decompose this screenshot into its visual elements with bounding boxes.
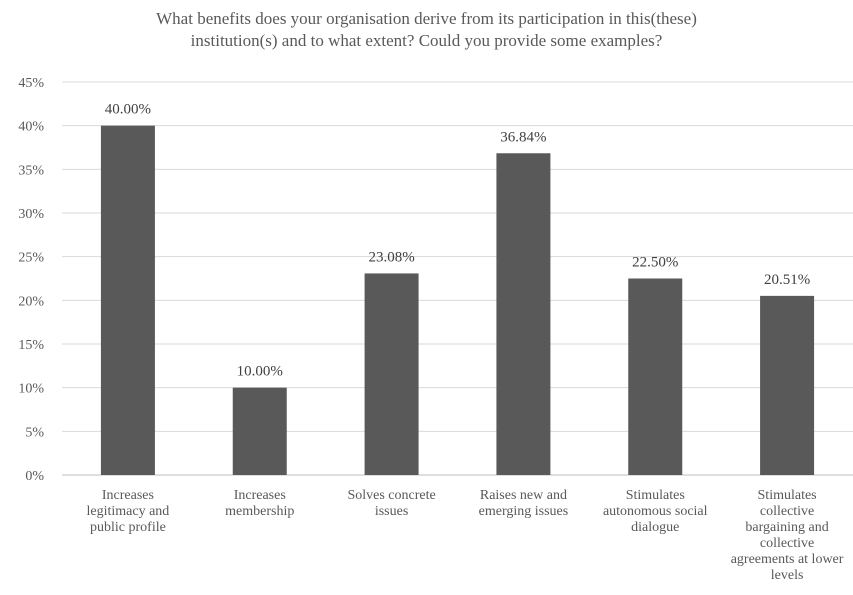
x-tick-label: Stimulates — [758, 488, 817, 503]
bar — [100, 125, 155, 476]
data-label: 40.00% — [105, 102, 151, 118]
data-label: 20.51% — [764, 272, 810, 288]
data-label: 23.08% — [368, 249, 414, 265]
x-tick-label: Stimulates — [626, 488, 685, 503]
x-tick-label: bargaining and — [745, 520, 828, 535]
x-tick-label: levels — [771, 568, 804, 583]
y-tick-label: 25% — [18, 251, 44, 266]
bar — [496, 153, 551, 476]
data-label: 36.84% — [500, 129, 546, 145]
y-tick-label: 5% — [25, 425, 44, 440]
bar — [364, 273, 419, 475]
x-tick-label: Raises new and — [480, 488, 567, 503]
x-tick-label: collective — [760, 536, 814, 551]
chart-title-line-1: What benefits does your organisation der… — [156, 9, 697, 28]
x-tick-label: Solves concrete — [347, 488, 435, 503]
bar — [760, 295, 815, 475]
y-tick-label: 20% — [18, 294, 44, 309]
x-tick-label: public profile — [90, 520, 166, 535]
chart-title-line-2: institution(s) and to what extent? Could… — [190, 31, 663, 50]
x-tick-label: Increases — [102, 488, 154, 503]
y-tick-label: 10% — [18, 382, 44, 397]
x-tick-label: dialogue — [631, 520, 679, 535]
x-tick-label: agreements at lower — [731, 552, 844, 567]
x-tick-label: legitimacy and — [87, 504, 170, 519]
x-tick-label: collective — [760, 504, 814, 519]
y-tick-label: 15% — [18, 338, 44, 353]
x-tick-label: autonomous social — [603, 504, 708, 519]
y-tick-label: 35% — [18, 163, 44, 178]
data-label: 10.00% — [237, 364, 283, 380]
y-tick-label: 40% — [18, 120, 44, 135]
x-tick-label: membership — [225, 504, 294, 519]
y-tick-label: 30% — [18, 207, 44, 222]
chart-title: What benefits does your organisation der… — [0, 8, 853, 52]
x-tick-label: Increases — [234, 488, 286, 503]
y-tick-label: 0% — [25, 469, 44, 484]
x-tick-label: issues — [375, 504, 408, 519]
x-tick-label: emerging issues — [479, 504, 569, 519]
data-label: 22.50% — [632, 255, 678, 271]
y-tick-label: 45% — [18, 76, 44, 91]
bar — [232, 387, 287, 475]
bar — [628, 278, 683, 475]
